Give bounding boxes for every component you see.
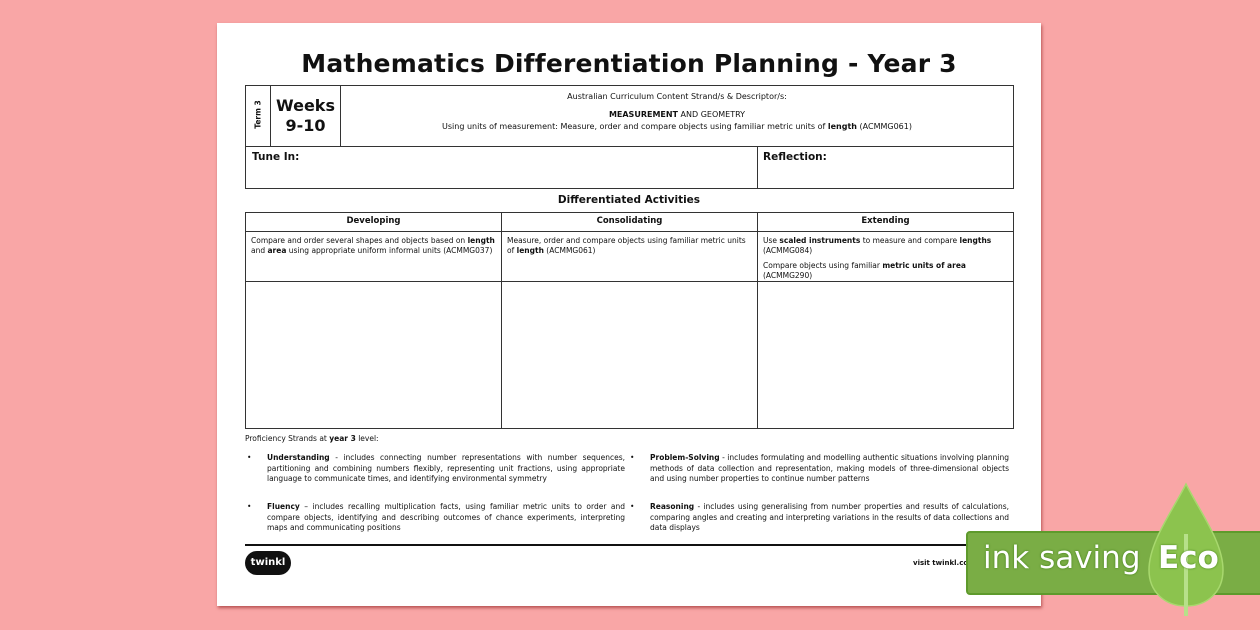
ink-saving-label: ink saving	[983, 540, 1141, 576]
proficiency-label: Proficiency Strands at year 3 level:	[245, 434, 379, 443]
worksheet: Mathematics Differentiation Planning - Y…	[217, 23, 1041, 606]
term-cell: Term 3	[246, 86, 271, 146]
curriculum-cell: Australian Curriculum Content Strand/s &…	[341, 92, 1013, 132]
term-label: Term 3	[253, 100, 263, 129]
weeks-label: Weeks	[276, 96, 335, 115]
leaf-icon	[1148, 482, 1224, 616]
weeks-cell: Weeks 9-10	[271, 86, 341, 146]
descriptor-code: (ACMMG061)	[856, 122, 912, 131]
extending-cell: Use scaled instruments to measure and co…	[763, 236, 992, 280]
eco-label: Eco	[1158, 540, 1219, 576]
strand-rest: AND GEOMETRY	[678, 110, 746, 119]
column-extending: Extending	[861, 216, 910, 226]
descriptor-text: Using units of measurement: Measure, ord…	[442, 122, 828, 131]
curriculum-label: Australian Curriculum Content Strand/s &…	[567, 92, 787, 101]
weeks-range: 9-10	[285, 116, 326, 135]
column-developing: Developing	[346, 216, 401, 226]
footer-divider	[245, 544, 1014, 546]
strand-problem-solving: Problem-Solving - includes formulating a…	[630, 453, 1009, 485]
reflection-label: Reflection:	[763, 151, 827, 163]
descriptor-bold: length	[827, 122, 857, 131]
visit-link[interactable]: visit twinkl.com	[913, 559, 976, 567]
column-consolidating: Consolidating	[596, 216, 663, 226]
tune-in-label: Tune In:	[252, 151, 300, 163]
strand-understanding: Understanding - includes connecting numb…	[247, 453, 625, 485]
activities-title: Differentiated Activities	[557, 194, 701, 206]
consolidating-cell: Measure, order and compare objects using…	[507, 236, 746, 255]
strand-fluency: Fluency – includes recalling multiplicat…	[247, 502, 625, 534]
page-title: Mathematics Differentiation Planning - Y…	[301, 49, 957, 78]
strand-reasoning: Reasoning - includes using generalising …	[630, 502, 1009, 534]
twinkl-logo: twinkl	[245, 551, 291, 575]
activities-table: Developing Consolidating Extending Compa…	[245, 212, 1014, 429]
developing-cell: Compare and order several shapes and obj…	[251, 236, 495, 255]
strand-bold: MEASUREMENT	[608, 110, 679, 119]
header-table: Term 3 Weeks 9-10 Australian Curriculum …	[245, 85, 1014, 189]
